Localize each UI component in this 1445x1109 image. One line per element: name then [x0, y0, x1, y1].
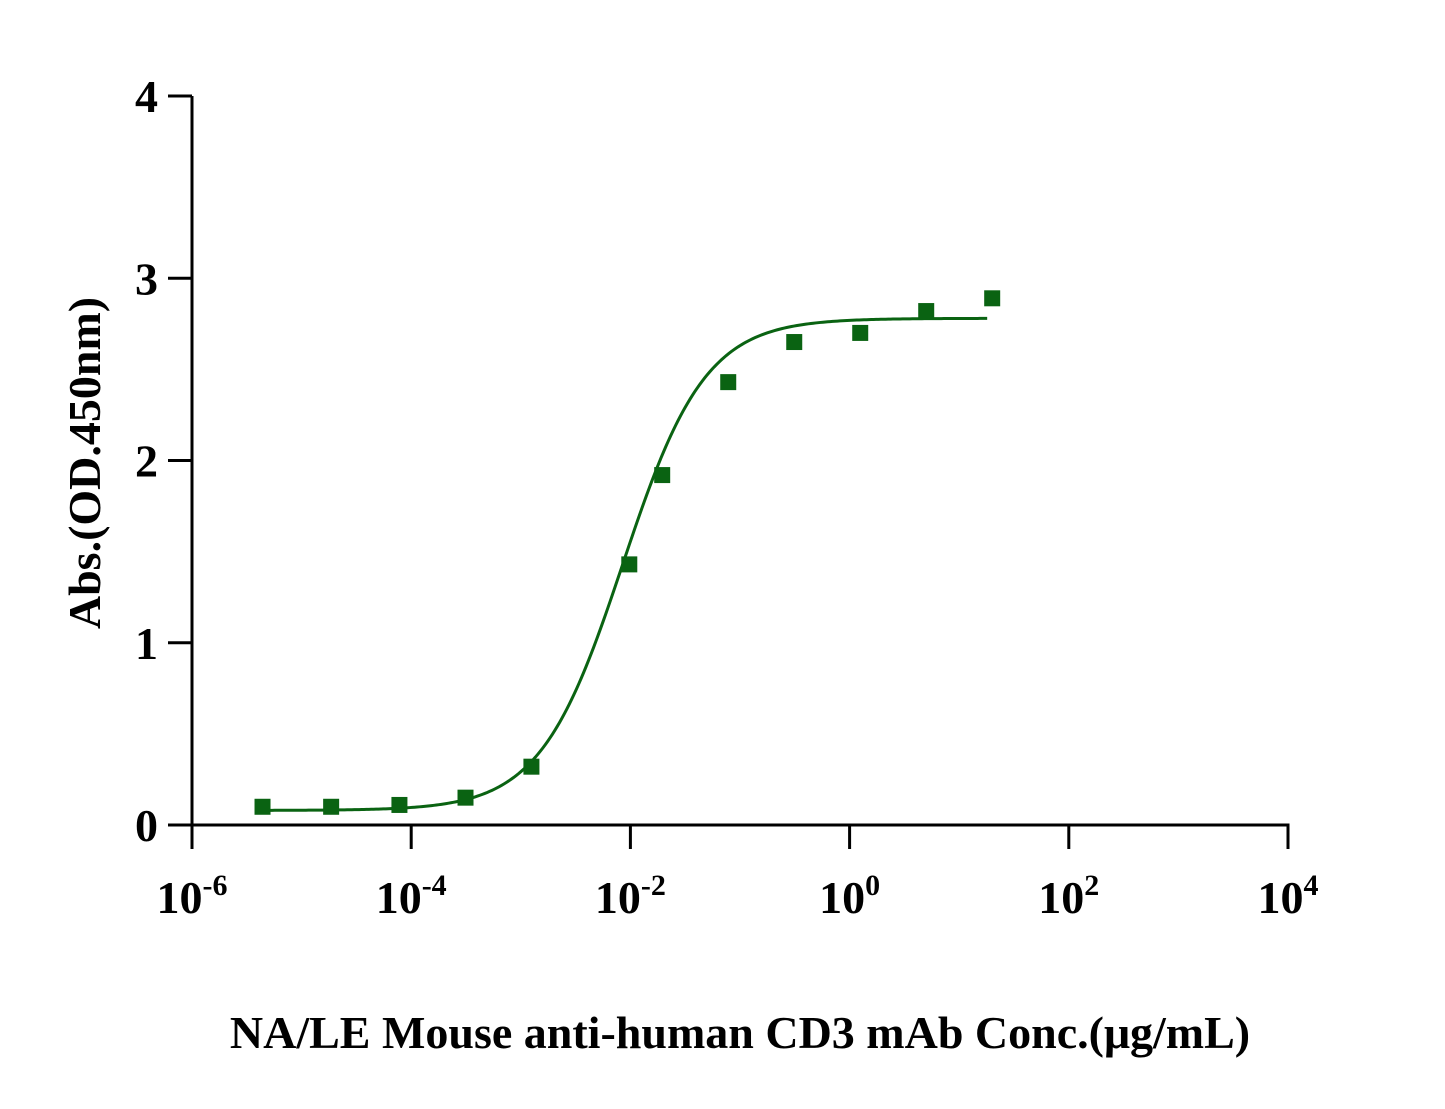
x-tick-label: 102	[1038, 869, 1099, 923]
data-point	[654, 467, 671, 484]
x-tick-label: 104	[1258, 869, 1319, 923]
y-tick-label: 1	[135, 618, 158, 669]
x-axis-ticks: 10-6 10-4 10-2 100 102 104	[157, 825, 1319, 923]
y-tick-label: 2	[135, 436, 158, 487]
data-point	[852, 324, 869, 341]
x-tick-label: 10-4	[376, 869, 447, 923]
axes: 0 1 2 3 4 10-6 10-4 10-2 100 102 104	[135, 71, 1319, 923]
data-point	[323, 798, 340, 815]
y-tick-label: 0	[135, 800, 158, 851]
data-points	[254, 290, 1001, 815]
y-axis-ticks: 0 1 2 3 4	[135, 71, 192, 851]
data-point	[621, 556, 638, 573]
data-point	[918, 303, 935, 320]
x-tick-label: 100	[819, 869, 880, 923]
data-point	[254, 798, 271, 815]
data-point	[523, 758, 540, 775]
x-tick-label: 10-2	[595, 869, 666, 923]
y-tick-label: 4	[135, 71, 158, 122]
x-axis-title: NA/LE Mouse anti-human CD3 mAb Conc.(μg/…	[230, 1007, 1250, 1058]
plot-area	[254, 290, 1001, 815]
y-tick-label: 3	[135, 253, 158, 304]
data-point	[984, 290, 1001, 307]
data-point	[720, 374, 737, 391]
data-point	[391, 796, 408, 813]
data-point	[786, 334, 803, 351]
x-tick-label: 10-6	[157, 869, 228, 923]
data-point	[457, 789, 474, 806]
y-axis-title: Abs.(OD.450nm)	[59, 297, 110, 629]
